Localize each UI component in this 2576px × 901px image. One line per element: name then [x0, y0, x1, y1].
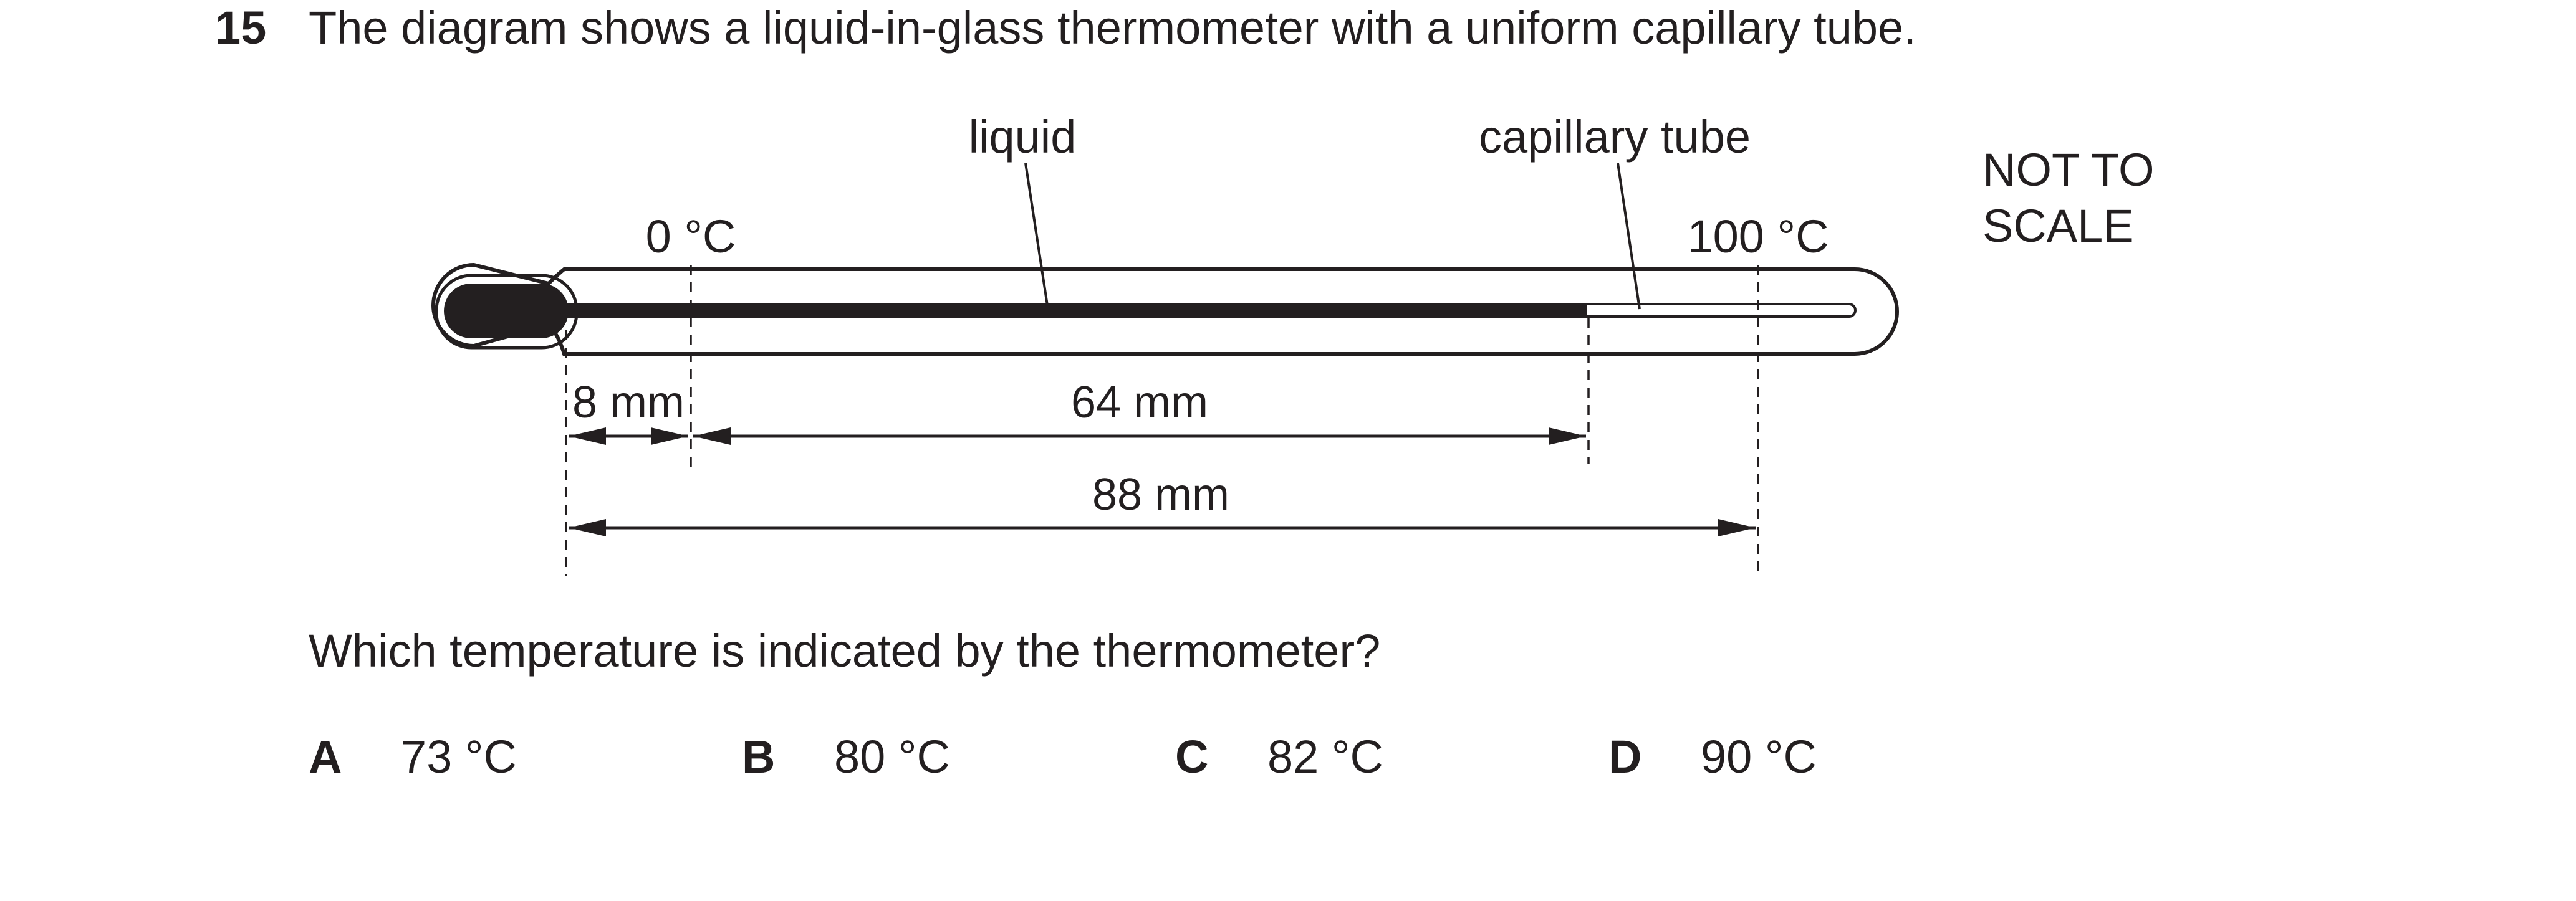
option-d[interactable]: D 90 °C [1608, 734, 1817, 780]
option-letter: C [1175, 731, 1209, 783]
arrowhead-88mm-left [569, 519, 606, 536]
option-value: 90 °C [1701, 731, 1817, 783]
option-value: 80 °C [834, 731, 950, 783]
bulb-liquid [444, 284, 569, 338]
liquid-leader-line [1024, 163, 1049, 306]
arrowhead-64mm-right [1549, 427, 1586, 445]
dimension-label-88mm: 88 mm [1092, 470, 1229, 520]
capillary-leader-line [1617, 163, 1641, 310]
hundred-degree-label: 100 °C [1687, 211, 1829, 262]
option-c[interactable]: C 82 °C [1175, 734, 1383, 780]
arrowhead-88mm-right [1718, 519, 1756, 536]
capillary-tube-label: capillary tube [1479, 111, 1751, 163]
option-letter: D [1608, 731, 1642, 783]
option-a[interactable]: A 73 °C [309, 734, 517, 780]
liquid-label: liquid [969, 111, 1077, 163]
option-value: 73 °C [401, 731, 517, 783]
option-letter: A [309, 731, 342, 783]
liquid-column [561, 303, 1587, 318]
arrowhead-8mm-right [651, 427, 688, 445]
arrowhead-64mm-left [693, 427, 731, 445]
question-text: The diagram shows a liquid-in-glass ther… [309, 2, 1916, 54]
option-b[interactable]: B 80 °C [742, 734, 950, 780]
question-prompt: Which temperature is indicated by the th… [309, 625, 1381, 677]
not-to-scale-line-2: SCALE [1982, 200, 2134, 252]
option-letter: B [742, 731, 776, 783]
dimension-label-64mm: 64 mm [1071, 378, 1208, 427]
arrowhead-8mm-left [569, 427, 606, 445]
question-number: 15 [215, 2, 267, 54]
not-to-scale-line-1: NOT TO [1982, 144, 2155, 196]
zero-degree-label: 0 °C [646, 211, 736, 262]
not-to-scale-note: NOT TO SCALE [1982, 142, 2155, 254]
dimension-label-8mm: 8 mm [572, 378, 685, 427]
option-value: 82 °C [1267, 731, 1383, 783]
